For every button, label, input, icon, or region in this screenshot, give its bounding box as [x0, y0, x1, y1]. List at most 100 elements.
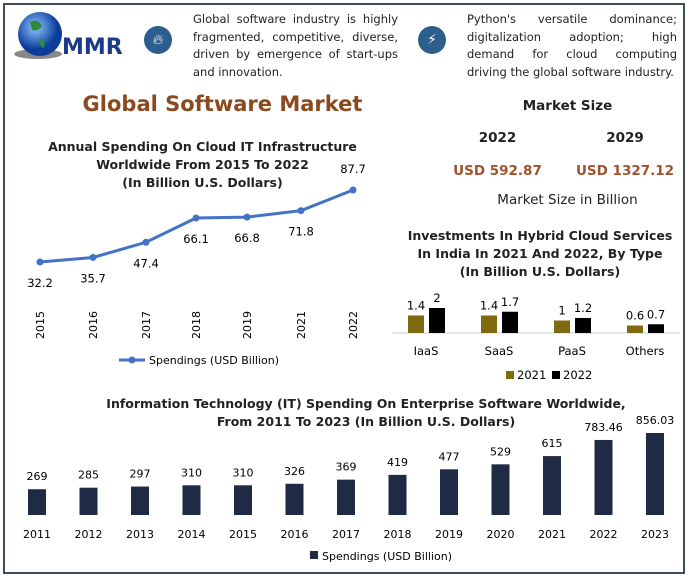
x-tick-label: SaaS — [485, 344, 514, 358]
x-tick-label: 2013 — [126, 528, 154, 541]
data-label: 0.6 — [626, 309, 644, 323]
data-label: 71.8 — [288, 225, 314, 239]
info-text-1: Global software industry is highly fragm… — [193, 12, 398, 79]
legend-swatch — [310, 551, 318, 559]
data-label: 0.7 — [647, 307, 665, 321]
x-tick-label: 2019 — [241, 311, 254, 339]
x-tick-label: 2021 — [538, 528, 566, 541]
line-point — [243, 213, 251, 221]
data-label: 1.7 — [501, 295, 519, 309]
data-label: 285 — [78, 469, 99, 482]
data-label: 310 — [181, 466, 202, 479]
bar — [388, 474, 407, 515]
x-tick-label: 2018 — [384, 528, 412, 541]
legend-label: 2022 — [563, 368, 592, 382]
x-tick-label: 2017 — [140, 311, 153, 339]
data-label: 615 — [542, 437, 563, 450]
title-line: From 2011 To 2023 (In Billion U.S. Dolla… — [216, 414, 516, 429]
x-tick-label: 2011 — [23, 528, 51, 541]
line-point — [297, 207, 305, 215]
data-label: 326 — [284, 465, 305, 478]
data-label: 66.1 — [183, 232, 209, 246]
page-title: Global Software Market — [82, 92, 363, 116]
x-tick-label: 2022 — [347, 311, 360, 339]
line-point — [142, 238, 150, 246]
x-tick-label: 2012 — [75, 528, 103, 541]
it-chart-title: Information Technology (IT) Spending On … — [60, 395, 672, 431]
market-year-2022: 2022 — [478, 130, 517, 146]
bar — [408, 315, 424, 333]
bar — [648, 324, 664, 333]
bar — [554, 320, 570, 333]
legend-label: Spendings (USD Billion) — [322, 550, 452, 563]
fire-icon: 🔥︎ — [144, 26, 172, 54]
data-label: 529 — [490, 445, 511, 458]
bar — [575, 318, 591, 333]
bar — [440, 469, 458, 515]
x-tick-label: 2023 — [641, 528, 669, 541]
data-label: 1.4 — [480, 299, 498, 313]
title-line: Investments In Hybrid Cloud Services — [407, 228, 673, 243]
data-label: 477 — [439, 450, 460, 463]
legend-marker — [128, 356, 136, 364]
line-point — [192, 214, 200, 222]
hybrid-chart-title: Investments In Hybrid Cloud Services In … — [400, 227, 680, 281]
data-label: 66.8 — [234, 231, 260, 245]
market-year-2029: 2029 — [606, 130, 644, 146]
legend-swatch — [506, 371, 514, 379]
bar — [285, 483, 304, 515]
data-label: 1.4 — [407, 299, 425, 313]
data-label: 87.7 — [340, 162, 366, 176]
bar — [429, 308, 445, 333]
legend-label: 2021 — [517, 368, 546, 382]
x-tick-label: 2017 — [332, 528, 360, 541]
market-size-heading: Market Size — [522, 98, 613, 114]
market-caption: Market Size in Billion — [497, 192, 638, 208]
line-point — [349, 186, 357, 194]
legend-label: Spendings (USD Billion) — [149, 354, 279, 367]
data-label: 47.4 — [133, 256, 159, 270]
x-tick-label: 2021 — [295, 311, 308, 339]
bar — [28, 489, 46, 515]
x-tick-label: 2014 — [178, 528, 206, 541]
svg-text:MMR: MMR — [62, 35, 122, 60]
title-line: Worldwide From 2015 To 2022 — [96, 157, 309, 172]
data-label: 369 — [336, 461, 357, 474]
lightning-icon: ⚡︎ — [418, 26, 446, 54]
market-value-2029: USD 1327.12 — [575, 163, 675, 179]
x-tick-label: 2016 — [281, 528, 309, 541]
x-tick-label: 2022 — [590, 528, 618, 541]
data-label: 297 — [130, 468, 151, 481]
bar — [491, 464, 510, 515]
line-point — [89, 253, 97, 261]
bar — [481, 315, 497, 333]
legend-swatch — [552, 371, 560, 379]
x-tick-label: 2018 — [190, 311, 203, 339]
bar — [182, 485, 201, 515]
title-line: (In Billion U.S. Dollars) — [459, 264, 621, 279]
bar — [646, 433, 664, 515]
title-line: Annual Spending On Cloud IT Infrastructu… — [48, 139, 357, 154]
x-tick-label: 2019 — [435, 528, 463, 541]
x-tick-label: 2015 — [34, 311, 47, 339]
title-line: Information Technology (IT) Spending On … — [106, 396, 626, 411]
data-label: 1.2 — [574, 301, 592, 315]
info-text-2: Python's versatile dominance; digitaliza… — [467, 12, 677, 79]
market-value-2022: USD 592.87 — [453, 163, 542, 179]
bar — [627, 325, 643, 333]
data-label: 35.7 — [80, 271, 106, 285]
title-line: In India In 2021 And 2022, By Type — [417, 246, 663, 261]
x-tick-label: PaaS — [558, 344, 586, 358]
data-label: 856.03 — [636, 414, 675, 427]
line-point — [36, 258, 44, 266]
bar — [543, 456, 561, 515]
data-label: 269 — [27, 470, 48, 483]
data-label: 32.2 — [27, 276, 53, 290]
bar — [131, 486, 149, 515]
data-label: 2 — [433, 291, 440, 305]
bar — [594, 439, 613, 515]
bar — [234, 485, 252, 515]
title-line: (In Billion U.S. Dollars) — [122, 175, 283, 190]
